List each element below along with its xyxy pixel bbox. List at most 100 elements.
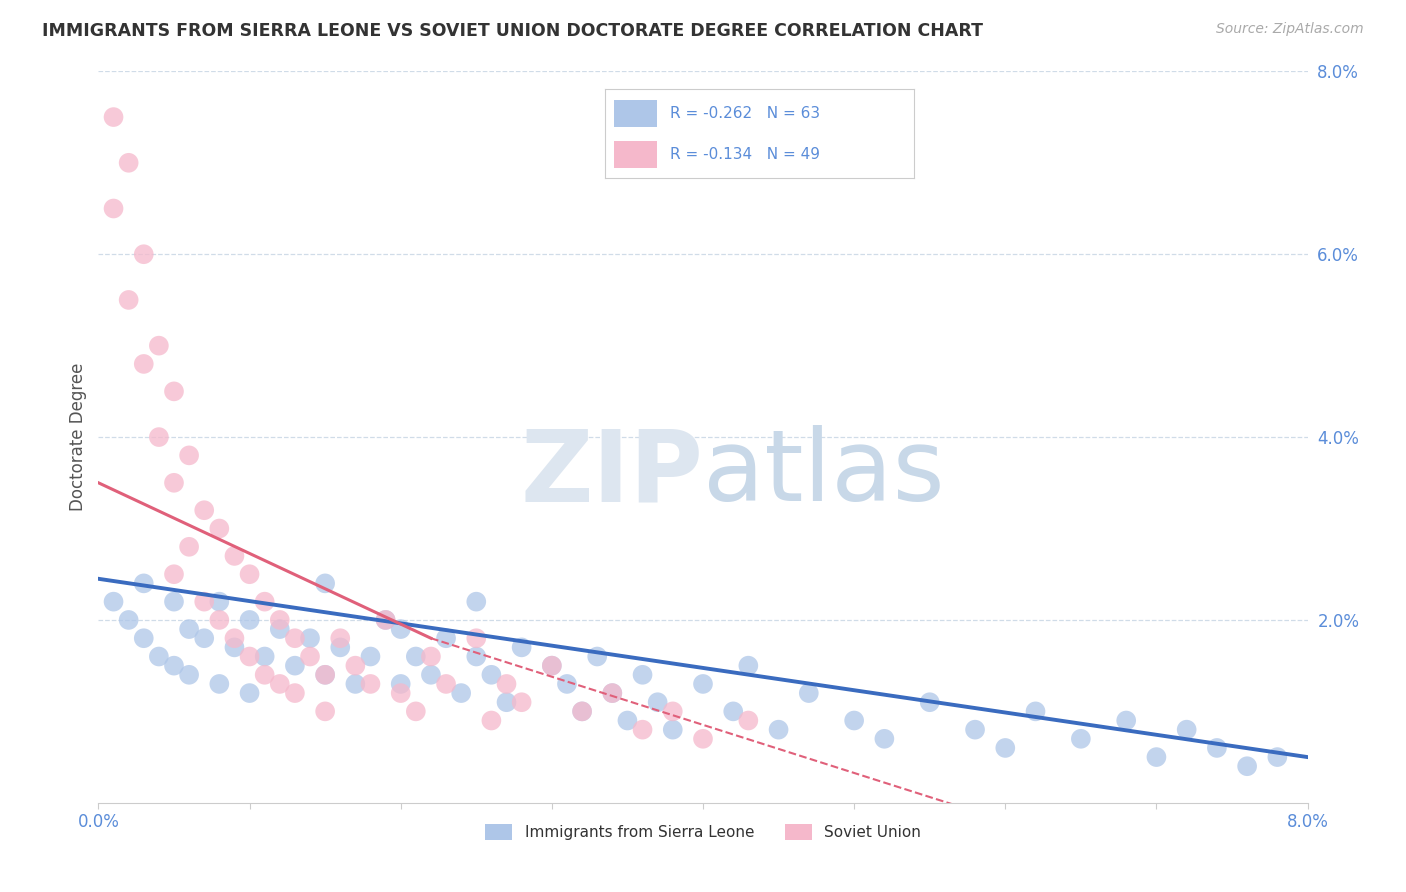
Point [148, 338, 170, 352]
Point [737, 658, 759, 673]
Point [299, 649, 322, 664]
Point [132, 576, 155, 591]
Point [692, 677, 714, 691]
Point [360, 649, 382, 664]
Y-axis label: Doctorate Degree: Doctorate Degree [69, 363, 87, 511]
Point [844, 714, 866, 728]
Point [481, 714, 503, 728]
Point [434, 677, 457, 691]
Point [269, 622, 291, 636]
Point [179, 540, 201, 554]
Point [1070, 731, 1092, 746]
Point [571, 705, 593, 719]
Point [284, 632, 307, 646]
Point [179, 449, 201, 463]
Point [389, 622, 412, 636]
Point [661, 723, 683, 737]
Point [374, 613, 396, 627]
Point [269, 677, 291, 691]
Point [163, 384, 186, 399]
Point [239, 686, 262, 700]
Point [118, 155, 141, 169]
Point [344, 658, 367, 673]
Point [465, 649, 488, 664]
Point [631, 723, 654, 737]
Bar [614, 141, 657, 168]
Point [1115, 714, 1137, 728]
Point [737, 714, 759, 728]
Point [239, 613, 262, 627]
Point [118, 613, 141, 627]
Point [918, 695, 941, 709]
Point [253, 595, 276, 609]
Text: atlas: atlas [703, 425, 945, 522]
Point [586, 649, 609, 664]
Point [314, 667, 336, 681]
Text: IMMIGRANTS FROM SIERRA LEONE VS SOVIET UNION DOCTORATE DEGREE CORRELATION CHART: IMMIGRANTS FROM SIERRA LEONE VS SOVIET U… [42, 22, 983, 40]
Point [314, 667, 336, 681]
Point [253, 667, 276, 681]
Point [132, 357, 155, 371]
Point [329, 632, 352, 646]
Point [253, 649, 276, 664]
Point [540, 658, 562, 673]
Point [465, 595, 488, 609]
Point [103, 595, 125, 609]
Point [1267, 750, 1289, 764]
Point [1206, 740, 1229, 755]
Point [602, 686, 624, 700]
Point [132, 632, 155, 646]
Point [329, 640, 352, 655]
Point [1146, 750, 1168, 764]
Point [768, 723, 790, 737]
Point [420, 667, 443, 681]
Text: R = -0.134   N = 49: R = -0.134 N = 49 [669, 147, 820, 161]
Point [1025, 705, 1047, 719]
Point [647, 695, 669, 709]
Point [224, 549, 246, 563]
Point [389, 677, 412, 691]
Point [193, 595, 215, 609]
Point [179, 622, 201, 636]
Point [239, 567, 262, 582]
Point [420, 649, 443, 664]
Point [465, 632, 488, 646]
Point [495, 695, 517, 709]
Point [661, 705, 683, 719]
Point [208, 677, 231, 691]
Point [540, 658, 562, 673]
Point [374, 613, 396, 627]
Point [148, 430, 170, 444]
Point [224, 632, 246, 646]
Point [965, 723, 987, 737]
Point [269, 613, 291, 627]
Point [284, 686, 307, 700]
Point [602, 686, 624, 700]
Point [103, 202, 125, 216]
Point [723, 705, 745, 719]
Point [103, 110, 125, 124]
Point [616, 714, 638, 728]
Point [193, 503, 215, 517]
Point [994, 740, 1017, 755]
Point [299, 632, 322, 646]
Point [360, 677, 382, 691]
Point [495, 677, 517, 691]
Point [224, 640, 246, 655]
Point [118, 293, 141, 307]
Bar [614, 100, 657, 127]
Point [163, 567, 186, 582]
Point [163, 658, 186, 673]
Point [405, 649, 427, 664]
Point [405, 705, 427, 719]
Point [208, 521, 231, 535]
Point [1175, 723, 1198, 737]
Point [239, 649, 262, 664]
Point [1236, 759, 1258, 773]
Point [163, 475, 186, 490]
Point [284, 658, 307, 673]
Point [208, 613, 231, 627]
Point [692, 731, 714, 746]
Point [148, 649, 170, 664]
Text: Source: ZipAtlas.com: Source: ZipAtlas.com [1216, 22, 1364, 37]
